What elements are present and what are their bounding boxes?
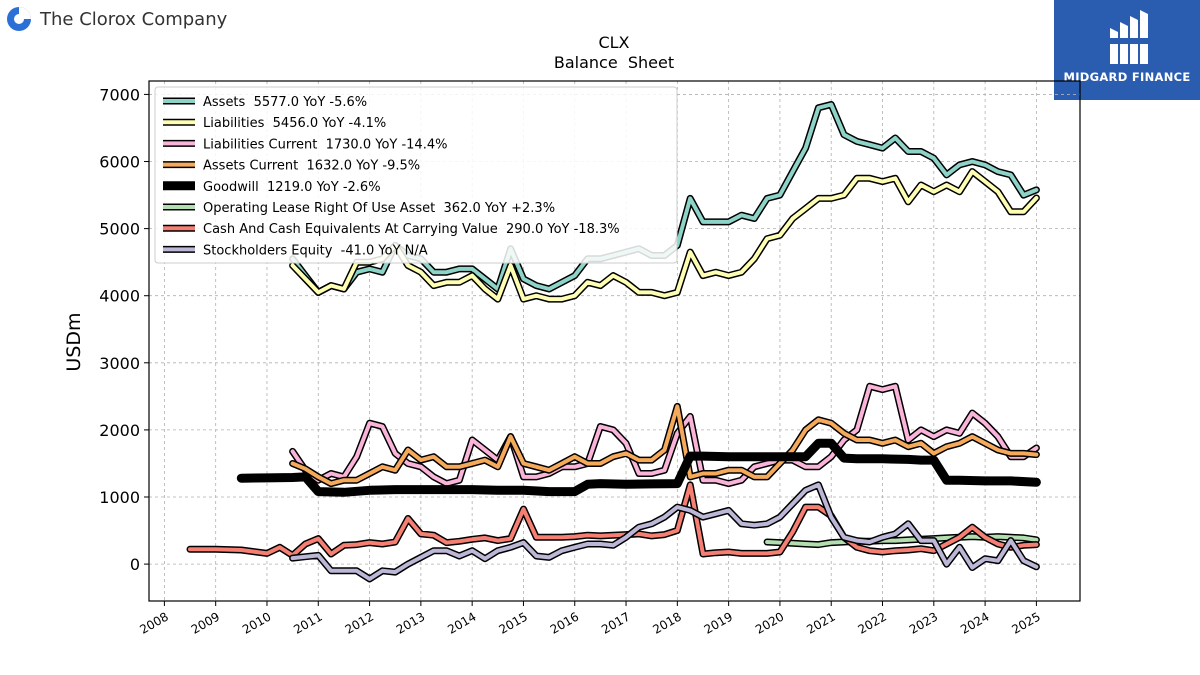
- x-tick-label: 2025: [1009, 609, 1042, 636]
- x-tick-label: 2012: [343, 609, 376, 636]
- series-liabilities-current: [289, 382, 1040, 488]
- y-tick-label: 3000: [99, 354, 140, 373]
- legend-label: Liabilities Current 1730.0 YoY -14.4%: [203, 137, 447, 152]
- y-tick-label: 1000: [99, 488, 140, 507]
- series-goodwill: [236, 438, 1041, 497]
- chart-subtitle: Balance Sheet: [554, 53, 674, 72]
- x-tick-label: 2017: [599, 609, 632, 636]
- series-line: [290, 482, 1039, 581]
- series-line: [290, 169, 1039, 302]
- x-tick-label: 2015: [496, 609, 529, 636]
- x-tick-label: 2011: [291, 609, 324, 636]
- legend-label: Stockholders Equity -41.0 YoY N/A: [203, 243, 428, 258]
- legend-label: Operating Lease Right Of Use Asset 362.0…: [203, 201, 555, 216]
- x-tick-label: 2014: [445, 609, 478, 636]
- x-tick-label: 2023: [907, 609, 940, 636]
- x-tick-label: 2013: [394, 609, 427, 636]
- series-line: [290, 404, 1039, 486]
- brand-name: MIDGARD FINANCE: [1063, 70, 1191, 84]
- x-tick-label: 2010: [240, 609, 273, 636]
- legend-label: Goodwill 1219.0 YoY -2.6%: [203, 180, 381, 195]
- series-line: [290, 384, 1039, 486]
- y-tick-label: 5000: [99, 220, 140, 239]
- legend-label: Cash And Cash Equivalents At Carrying Va…: [203, 222, 620, 237]
- series-assets-current: [289, 402, 1040, 488]
- x-tick-label: 2009: [189, 609, 222, 636]
- plot-frame: [148, 80, 1081, 602]
- x-tick-label: 2021: [804, 609, 837, 636]
- legend-box: [154, 86, 678, 264]
- chart-title: CLX: [598, 33, 629, 52]
- y-tick-label: 7000: [99, 85, 140, 104]
- x-tick-label: 2016: [548, 609, 581, 636]
- y-tick-label: 4000: [99, 287, 140, 306]
- midgard-logo-icon: [1106, 10, 1150, 64]
- brand-badge: MIDGARD FINANCE: [1054, 0, 1200, 100]
- x-tick-label: 2024: [958, 609, 991, 636]
- x-tick-label: 2018: [650, 609, 683, 636]
- company-header: The Clorox Company: [6, 4, 227, 34]
- y-tick-label: 0: [130, 555, 140, 574]
- legend-label: Assets Current 1632.0 YoY -9.5%: [203, 159, 420, 174]
- series-stockholders-equity: [289, 481, 1040, 583]
- x-tick-label: 2008: [137, 609, 170, 636]
- series-liabilities: [289, 168, 1040, 303]
- y-axis-label: USDm: [63, 312, 85, 371]
- legend: Assets 5577.0 YoY -5.6% Liabilities 5456.…: [154, 86, 678, 264]
- series-line-outline: [236, 438, 1041, 497]
- y-tick-label: 2000: [99, 421, 140, 440]
- legend-label: Liabilities 5456.0 YoY -4.1%: [203, 116, 386, 131]
- x-tick-label: 2020: [753, 609, 786, 636]
- company-name: The Clorox Company: [40, 8, 228, 30]
- x-tick-label: 2022: [856, 609, 889, 636]
- x-tick-label: 2019: [702, 609, 735, 636]
- clorox-logo-icon: [7, 7, 31, 31]
- legend-label: Assets 5577.0 YoY -5.6%: [203, 95, 367, 110]
- y-tick-label: 6000: [99, 153, 140, 172]
